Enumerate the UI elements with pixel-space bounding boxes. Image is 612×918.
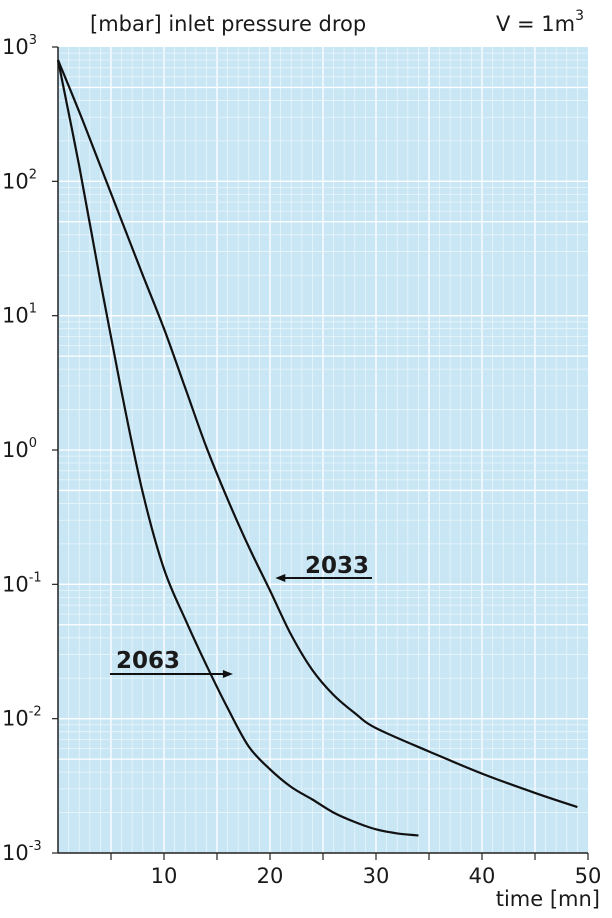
x-axis-label: time [mn] [496, 887, 600, 911]
series-label-2063: 2063 [116, 648, 180, 674]
series-line-2033 [56, 59, 578, 809]
series-lines [56, 59, 578, 837]
y-tick-label: 10-1 [2, 570, 42, 596]
chart-title: [mbar] inlet pressure drop [90, 12, 366, 36]
arrow-head-2033 [275, 574, 286, 582]
y-tick-label: 100 [2, 436, 37, 462]
x-tick-label: 30 [363, 864, 390, 888]
y-tick-label: 102 [2, 167, 37, 193]
arrow-head-2063 [222, 670, 233, 678]
x-tick-label: 20 [257, 864, 284, 888]
x-tick-label: 40 [469, 864, 496, 888]
tick-marks: 10 20 30 40 50 103 102 101 100 10-1 10-2 10-3 [2, 33, 601, 888]
annotations: 2033 2063 [110, 553, 372, 678]
y-tick-label: 101 [2, 302, 37, 328]
x-tick-label: 10 [151, 864, 178, 888]
y-tick-label: 103 [2, 33, 37, 59]
series-label-2033: 2033 [305, 553, 369, 579]
y-tick-label: 10-3 [2, 839, 42, 865]
y-tick-label: 10-2 [2, 705, 42, 731]
volume-annotation-exponent: 3 [575, 8, 584, 24]
volume-annotation-text: V = 1m [496, 12, 575, 36]
series-line-2063 [56, 59, 419, 837]
grid [58, 47, 588, 853]
volume-annotation: V = 1m3 [496, 8, 584, 36]
x-tick-label: 50 [575, 864, 602, 888]
